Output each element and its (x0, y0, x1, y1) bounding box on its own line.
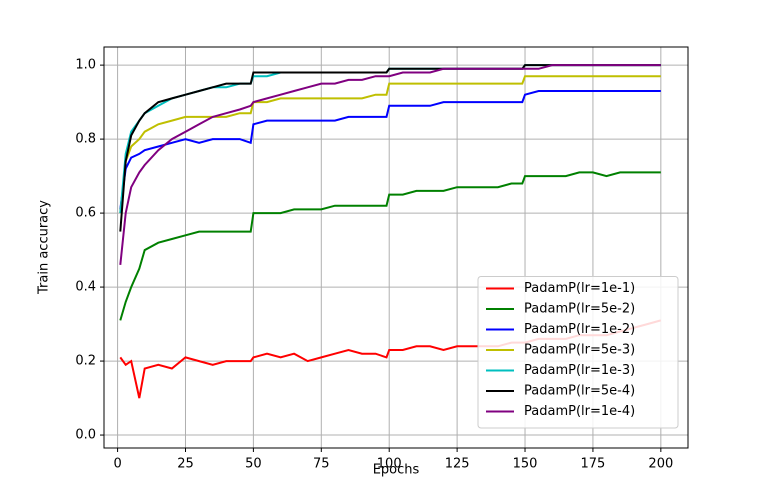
plot-frame (103, 46, 689, 449)
y-tick-label: 0.4 (75, 280, 96, 295)
y-tick-label: 0.8 (75, 132, 96, 147)
x-tick-label: 125 (445, 457, 470, 472)
x-tick-label: 0 (113, 457, 121, 472)
series-line (119, 90, 661, 210)
legend-label: PadamP(lr=1e-3) (524, 363, 635, 378)
x-tick-label: 175 (581, 457, 606, 472)
legend: PadamP(lr=1e-1) PadamP(lr=5e-2) PadamP(lr=… (477, 276, 679, 429)
legend-label: PadamP(lr=5e-4) (524, 384, 635, 399)
legend-label: PadamP(lr=5e-2) (524, 302, 635, 317)
legend-label: PadamP(lr=1e-4) (524, 404, 635, 419)
series-line (119, 171, 661, 321)
legend-label: PadamP(lr=1e-1) (524, 281, 635, 296)
x-axis-label: Epochs (373, 463, 420, 478)
legend-label: PadamP(lr=5e-3) (524, 343, 635, 358)
y-tick-label: 0.0 (75, 428, 96, 443)
x-tick-label: 75 (313, 457, 330, 472)
series-line (119, 75, 661, 214)
x-tick-label: 200 (648, 457, 673, 472)
x-tick-label: 25 (177, 457, 194, 472)
x-tick-label: 150 (513, 457, 538, 472)
legend-box (477, 276, 679, 429)
y-tick-label: 1.0 (75, 58, 96, 73)
x-tick-label: 100 (377, 457, 402, 472)
x-tick-label: 50 (245, 457, 262, 472)
y-tick-label: 0.6 (75, 206, 96, 221)
y-axis-label: Train accuracy (37, 200, 52, 295)
y-tick-label: 0.2 (75, 354, 96, 369)
series-line (119, 64, 661, 266)
legend-label: PadamP(lr=1e-2) (524, 322, 635, 337)
